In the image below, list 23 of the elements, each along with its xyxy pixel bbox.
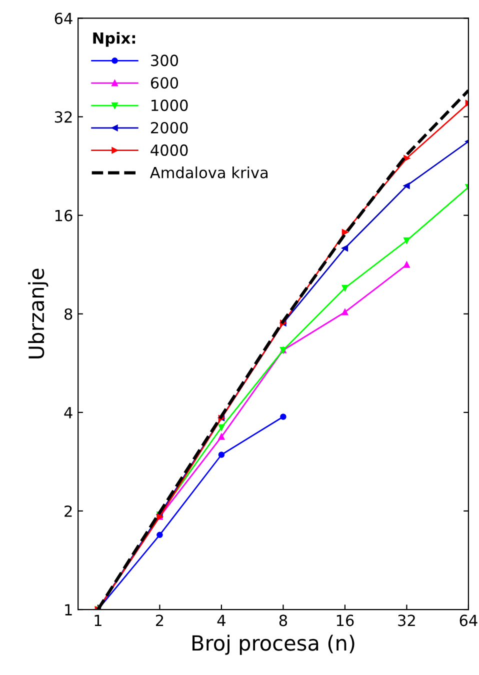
legend-label: 2000 xyxy=(151,122,188,134)
y-axis-title: Ubrzanje xyxy=(28,268,48,358)
legend-label: 4000 xyxy=(150,144,188,156)
x-tick-label: 64 xyxy=(460,614,478,626)
x-axis-title: Broj procesa (n) xyxy=(192,634,354,655)
x-tick-label: 4 xyxy=(217,614,226,626)
y-tick-label: 2 xyxy=(64,505,72,517)
y-tick-label: 32 xyxy=(54,111,72,123)
x-tick-label: 8 xyxy=(279,614,288,626)
legend-title: Npix: xyxy=(93,32,136,47)
legend-label: 600 xyxy=(150,77,178,89)
y-tick-label: 1 xyxy=(65,604,72,616)
x-tick-label: 1 xyxy=(94,614,102,626)
y-tick-label: 4 xyxy=(64,407,72,418)
legend-label: 300 xyxy=(151,54,178,66)
legend-label: 1000 xyxy=(152,100,188,112)
x-tick-label: 32 xyxy=(398,614,415,626)
legend-label: Amdalova kriva xyxy=(150,166,268,178)
y-tick-label: 8 xyxy=(64,308,72,320)
y-tick-label: 64 xyxy=(54,12,72,24)
y-tick-label: 16 xyxy=(55,210,72,222)
x-tick-label: 2 xyxy=(156,614,164,626)
x-tick-label: 16 xyxy=(336,614,354,626)
